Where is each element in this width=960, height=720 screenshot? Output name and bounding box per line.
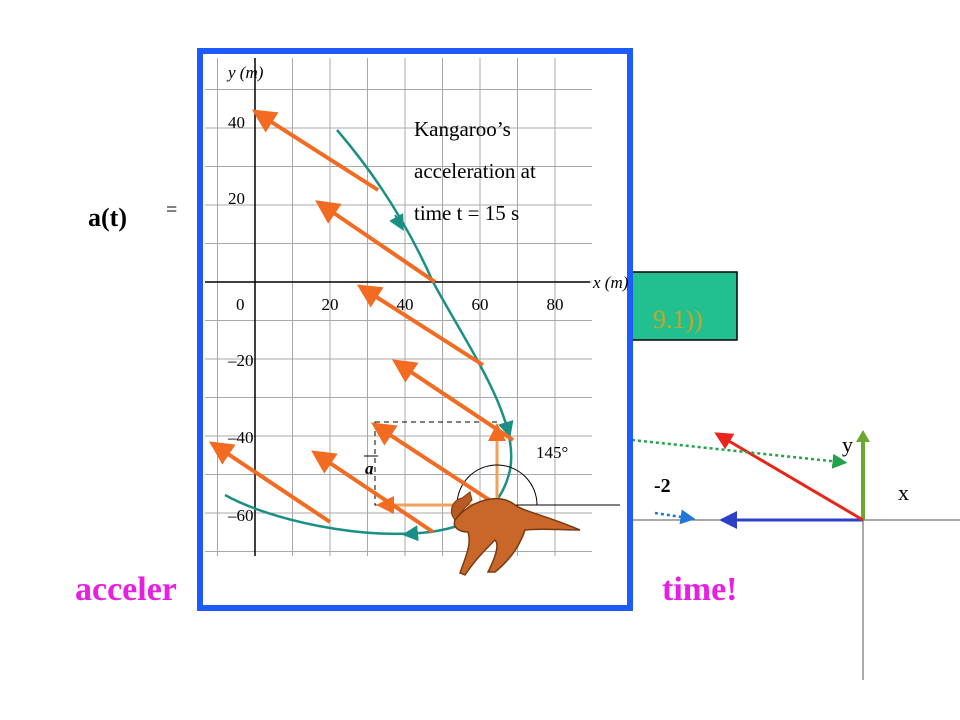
fig-y-label: y (m)	[226, 63, 264, 82]
dotted-arrow	[654, 509, 696, 525]
axis-label: y	[842, 432, 853, 457]
x-tick-label: 40	[397, 295, 414, 314]
y-tick-label: –20	[227, 351, 254, 370]
bottom-text: acceler	[75, 571, 177, 608]
acceleration-arrows	[209, 109, 515, 534]
accel-arrow	[311, 450, 435, 534]
path-arrow	[389, 213, 404, 231]
path-arrow	[402, 525, 421, 542]
x-tick-label: 60	[472, 295, 489, 314]
y-head	[856, 430, 870, 442]
accel-arrow	[251, 109, 380, 192]
accel-arrow	[209, 441, 332, 524]
y-tick-label: –60	[227, 506, 254, 525]
y-tick-label: 40	[228, 113, 245, 132]
x-tick-label: 80	[547, 295, 564, 314]
accel-arrow	[356, 284, 485, 367]
y-tick-label: 0	[236, 295, 245, 314]
path-arrow	[498, 419, 514, 438]
accel-arrow	[370, 422, 499, 507]
box-text: 9.1))	[653, 305, 703, 334]
bottom-text: time!	[662, 571, 738, 608]
y-tick-label: 20	[228, 189, 245, 208]
accel-arrow	[315, 200, 437, 284]
green-box	[619, 271, 738, 341]
accel-arrow	[392, 359, 515, 442]
dotted-arrow	[631, 438, 848, 469]
unit-fragment: -2	[654, 475, 671, 497]
equals: =	[166, 199, 177, 221]
x-tick-label: 20	[322, 295, 339, 314]
y-tick-label: –40	[227, 428, 254, 447]
angle-label: 145°	[536, 443, 568, 462]
annotation: Kangaroo’s	[414, 117, 511, 141]
kangaroo-body	[453, 497, 581, 576]
annotation: acceleration at	[414, 159, 536, 183]
kangaroo-head	[451, 491, 473, 521]
left-label: a(t)	[88, 203, 127, 232]
trajectory	[224, 129, 513, 536]
fig-x-label: x (m)	[592, 273, 629, 292]
axis-label: x	[898, 480, 909, 505]
vector-label: a	[365, 459, 374, 478]
kangaroo	[451, 491, 581, 576]
annotation: time t = 15 s	[414, 201, 519, 225]
angle-arc	[456, 464, 538, 506]
